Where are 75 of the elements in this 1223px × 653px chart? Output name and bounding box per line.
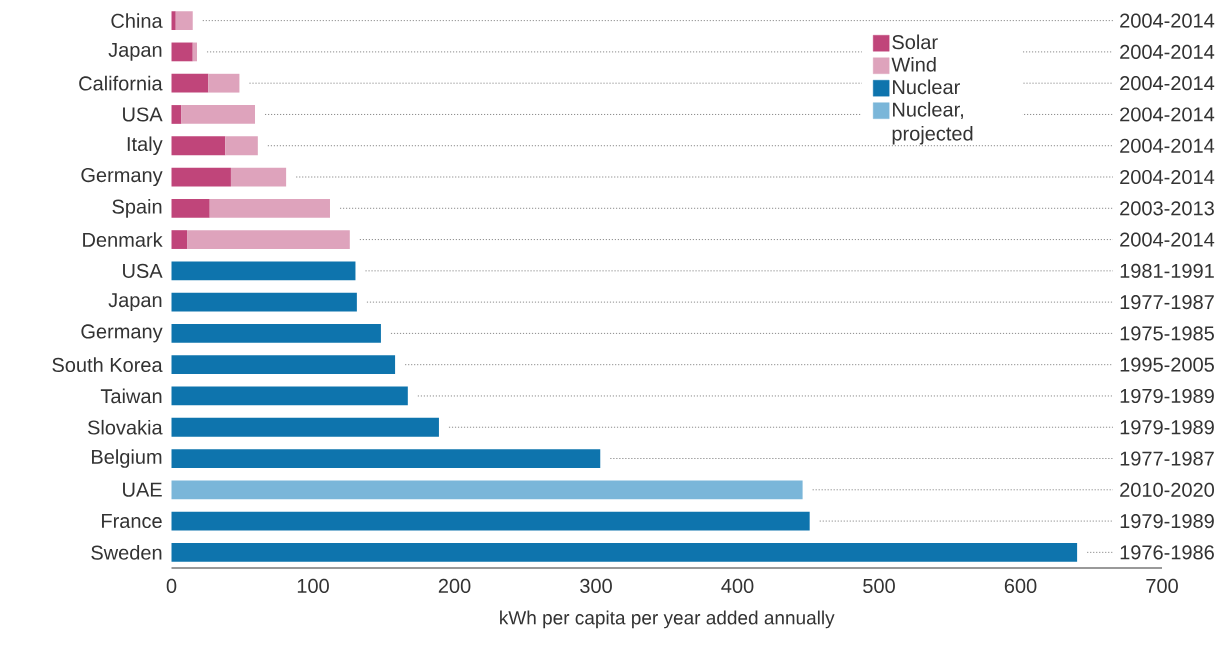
x-tick-label: 0 bbox=[166, 578, 177, 594]
annotation: 1979-1989 bbox=[1120, 513, 1214, 529]
x-tick-label: 200 bbox=[438, 578, 471, 594]
y-tick-label: Italy bbox=[127, 136, 163, 156]
annotation: 1979-1989 bbox=[1120, 420, 1214, 435]
y-tick-label: Taiwan bbox=[100, 388, 162, 404]
y-tick-label: Germany bbox=[81, 324, 163, 343]
bar bbox=[171, 11, 176, 31]
bar bbox=[171, 198, 210, 218]
legend-label: Nuclear, projected bbox=[892, 101, 973, 145]
bar bbox=[171, 73, 209, 93]
y-tick-label: Belgium bbox=[92, 449, 162, 468]
y-tick-label: South Korea bbox=[52, 357, 163, 373]
bar bbox=[171, 42, 193, 62]
annotation: 2004-2014 bbox=[1120, 13, 1215, 28]
x-tick-label: 600 bbox=[1004, 578, 1037, 594]
bar bbox=[181, 105, 255, 124]
annotation: 1977-1987 bbox=[1120, 451, 1214, 466]
bar bbox=[175, 11, 193, 31]
bar bbox=[171, 230, 188, 249]
bar bbox=[171, 480, 803, 500]
y-tick-label: Japan bbox=[108, 42, 162, 61]
y-tick-label: Japan bbox=[108, 293, 162, 312]
y-tick-label: Spain bbox=[112, 198, 162, 218]
bar bbox=[171, 261, 356, 281]
y-tick-label: California bbox=[79, 75, 163, 91]
bar bbox=[171, 105, 182, 124]
bar bbox=[171, 136, 226, 156]
annotation: 1995-2005 bbox=[1120, 357, 1214, 372]
annotation: 2004-2014 bbox=[1120, 44, 1215, 59]
bar bbox=[208, 73, 240, 93]
annotation: 2003-2013 bbox=[1120, 201, 1214, 216]
x-tick-label: 500 bbox=[863, 578, 895, 594]
annotation: 2004-2014 bbox=[1120, 138, 1215, 153]
annotation: 2010-2020 bbox=[1120, 482, 1215, 497]
legend-label: Wind bbox=[891, 56, 936, 72]
bar bbox=[187, 230, 350, 249]
bar bbox=[171, 417, 439, 437]
y-tick-label: Sweden bbox=[91, 545, 162, 560]
x-tick-label: 400 bbox=[721, 578, 754, 594]
bar bbox=[192, 42, 197, 62]
annotation: 2004-2014 bbox=[1120, 232, 1215, 247]
bar bbox=[171, 511, 810, 531]
bar bbox=[209, 198, 330, 218]
bar bbox=[171, 167, 231, 187]
y-tick-label: Denmark bbox=[83, 232, 163, 247]
bar bbox=[171, 542, 1078, 562]
y-tick-label: USA bbox=[123, 107, 163, 122]
annotation: 1976-1986 bbox=[1120, 545, 1214, 560]
bar bbox=[230, 167, 287, 187]
bar bbox=[171, 386, 408, 406]
x-tick-label: 700 bbox=[1146, 578, 1178, 594]
legend-label: Nuclear bbox=[893, 79, 960, 95]
x-axis-title: kWh per capita per year added annually bbox=[500, 610, 835, 629]
bar bbox=[225, 136, 258, 156]
legend-label: Solar bbox=[892, 34, 938, 50]
bar bbox=[171, 449, 601, 468]
bar bbox=[171, 355, 396, 375]
annotation: 2004-2014 bbox=[1120, 107, 1215, 122]
annotation: 1981-1991 bbox=[1120, 263, 1214, 278]
annotation: 1975-1985 bbox=[1120, 326, 1214, 341]
y-tick-label: USA bbox=[123, 263, 163, 278]
y-tick-label: China bbox=[111, 13, 163, 28]
bar bbox=[171, 292, 357, 312]
y-tick-label: Slovakia bbox=[87, 419, 163, 435]
bar bbox=[171, 324, 381, 343]
y-tick-label: UAE bbox=[123, 482, 162, 497]
y-tick-label: France bbox=[102, 514, 162, 529]
annotation: 1977-1987 bbox=[1120, 295, 1214, 310]
y-tick-label: Germany bbox=[81, 167, 163, 187]
annotation: 1979-1989 bbox=[1120, 388, 1214, 404]
annotation: 2004-2014 bbox=[1120, 169, 1215, 185]
x-tick-label: 300 bbox=[580, 578, 612, 594]
annotation: 2004-2014 bbox=[1120, 76, 1215, 91]
x-tick-label: 100 bbox=[297, 578, 329, 594]
